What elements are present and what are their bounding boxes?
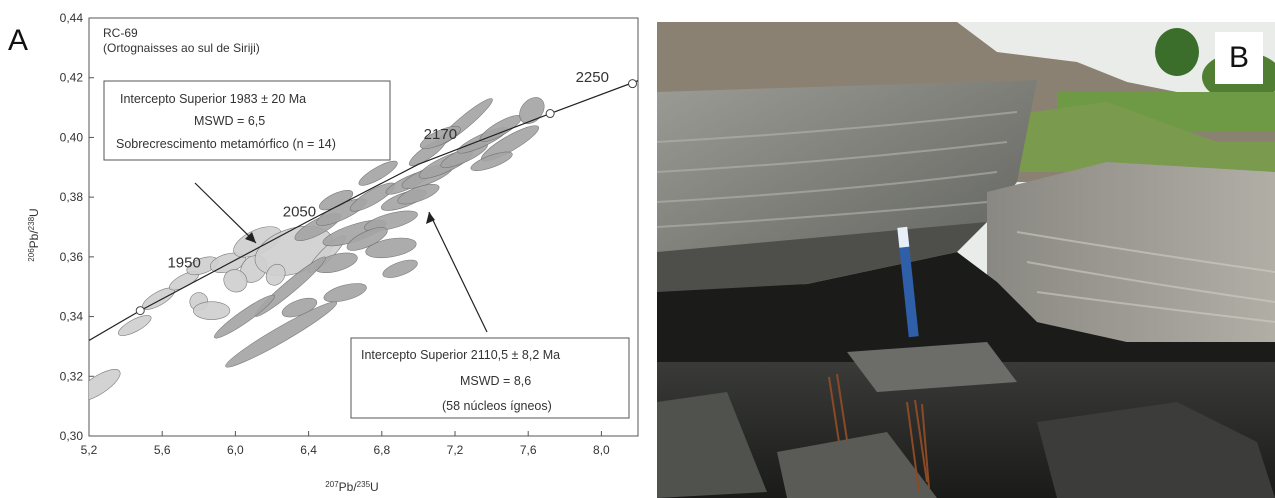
age-marker: [628, 79, 638, 89]
photo-grass-2: [997, 102, 1275, 172]
y-tick-label: 0,30: [60, 429, 84, 443]
x-tick-label: 6,4: [300, 443, 317, 457]
y-tick-label: 0,34: [60, 310, 84, 324]
igneous-ellipse: [397, 183, 440, 205]
outcrop-photo-drawing: [657, 22, 1275, 498]
panel-b-label-box: B: [1215, 32, 1263, 84]
igneous-ellipse: [358, 160, 398, 186]
annotation-1-arrowhead: [245, 232, 256, 243]
y-axis-label: 206Pb/238U: [27, 208, 42, 261]
igneous-ellipse: [419, 125, 461, 149]
metamorphic-ellipse: [118, 315, 152, 336]
igneous-ellipse: [382, 259, 418, 278]
x-axis-ticks: 5,2 5,6 6,0 6,4 6,8 7,2 7,6 8,0: [81, 431, 610, 457]
igneous-ellipse: [365, 237, 417, 259]
annotation-2-arrow: [428, 211, 488, 333]
age-label: 2170: [424, 126, 457, 143]
metamorphic-ellipse: [89, 369, 121, 402]
outcrop-photo: B: [657, 22, 1275, 498]
annotation-2-line-3: (58 núcleos ígneos): [442, 399, 552, 413]
igneous-ellipse: [323, 283, 367, 303]
photo-rock-block: [657, 392, 767, 498]
concordia-curve: [89, 79, 638, 341]
photo-tree: [1155, 28, 1199, 76]
data-ellipses: [89, 97, 545, 402]
photo-foliation-right: [1016, 231, 1275, 323]
y-tick-label: 0,42: [60, 71, 84, 85]
age-label: 1950: [167, 254, 200, 271]
igneous-ellipse: [470, 151, 513, 171]
age-label: 2250: [576, 69, 609, 86]
photo-pen: [897, 226, 919, 338]
x-tick-label: 6,8: [373, 443, 390, 457]
igneous-ellipse: [364, 210, 418, 232]
photo-right-slab: [987, 162, 1275, 342]
igneous-ellipse: [225, 301, 338, 368]
sample-note: (Ortognaisses ao sul de Siriji): [103, 41, 260, 55]
sample-label: RC-69: [103, 26, 138, 40]
photo-roots: [828, 373, 930, 493]
age-marker: [545, 109, 555, 119]
annotation-2-line-2: MSWD = 8,6: [460, 374, 531, 388]
photo-rock-block-4: [777, 432, 937, 498]
photo-foliation: [657, 111, 1018, 228]
age-marker: [135, 306, 145, 316]
y-tick-label: 0,44: [60, 11, 84, 25]
y-tick-label: 0,32: [60, 369, 84, 383]
igneous-ellipse: [346, 227, 388, 251]
photo-rock-block-3: [1037, 402, 1275, 498]
y-tick-label: 0,40: [60, 130, 84, 144]
metamorphic-ellipse: [265, 263, 286, 286]
concordia-chart: 1950 2050 2170 2250 5,2 5,6 6,0 6,4 6,8 7,2 7,6 8,…: [27, 11, 639, 495]
annotation-1-arrow: [194, 182, 257, 244]
annotation-box-2: [350, 337, 630, 419]
panel-b-label: B: [1228, 41, 1249, 74]
annotation-box-1: [103, 80, 391, 161]
annotation-1-line-2: MSWD = 6,5: [194, 114, 265, 128]
metamorphic-ellipse: [193, 301, 231, 320]
x-tick-label: 5,2: [81, 443, 98, 457]
x-tick-label: 8,0: [593, 443, 610, 457]
annotation-2-arrowhead: [426, 212, 435, 224]
annotation-1-line-3: Sobrecrescimento metamórfico (n = 14): [116, 137, 336, 151]
photo-rock-block-2: [847, 342, 1017, 392]
photo-cavity: [657, 252, 1275, 382]
igneous-ellipse: [214, 294, 276, 339]
metamorphic-ellipse: [223, 269, 248, 293]
concordia-line: [89, 80, 638, 341]
x-tick-label: 5,6: [154, 443, 171, 457]
x-axis-label: 207Pb/235U: [325, 480, 378, 495]
y-axis-ticks: 0,30 0,32 0,34 0,36 0,38 0,40 0,42 0,44: [60, 11, 94, 443]
y-tick-label: 0,38: [60, 190, 84, 204]
age-label: 2050: [283, 204, 316, 221]
x-tick-label: 7,6: [520, 443, 537, 457]
annotation-2-line-1: Intercepto Superior 2110,5 ± 8,2 Ma: [361, 348, 560, 362]
annotation-1-line-1: Intercepto Superior 1983 ± 20 Ma: [120, 92, 306, 106]
photo-pen-tip: [897, 226, 910, 248]
x-tick-label: 6,0: [227, 443, 244, 457]
y-tick-label: 0,36: [60, 250, 84, 264]
age-labels: 1950 2050 2170 2250: [167, 69, 608, 271]
panel-a-label: A: [8, 24, 29, 57]
x-tick-label: 7,2: [447, 443, 464, 457]
